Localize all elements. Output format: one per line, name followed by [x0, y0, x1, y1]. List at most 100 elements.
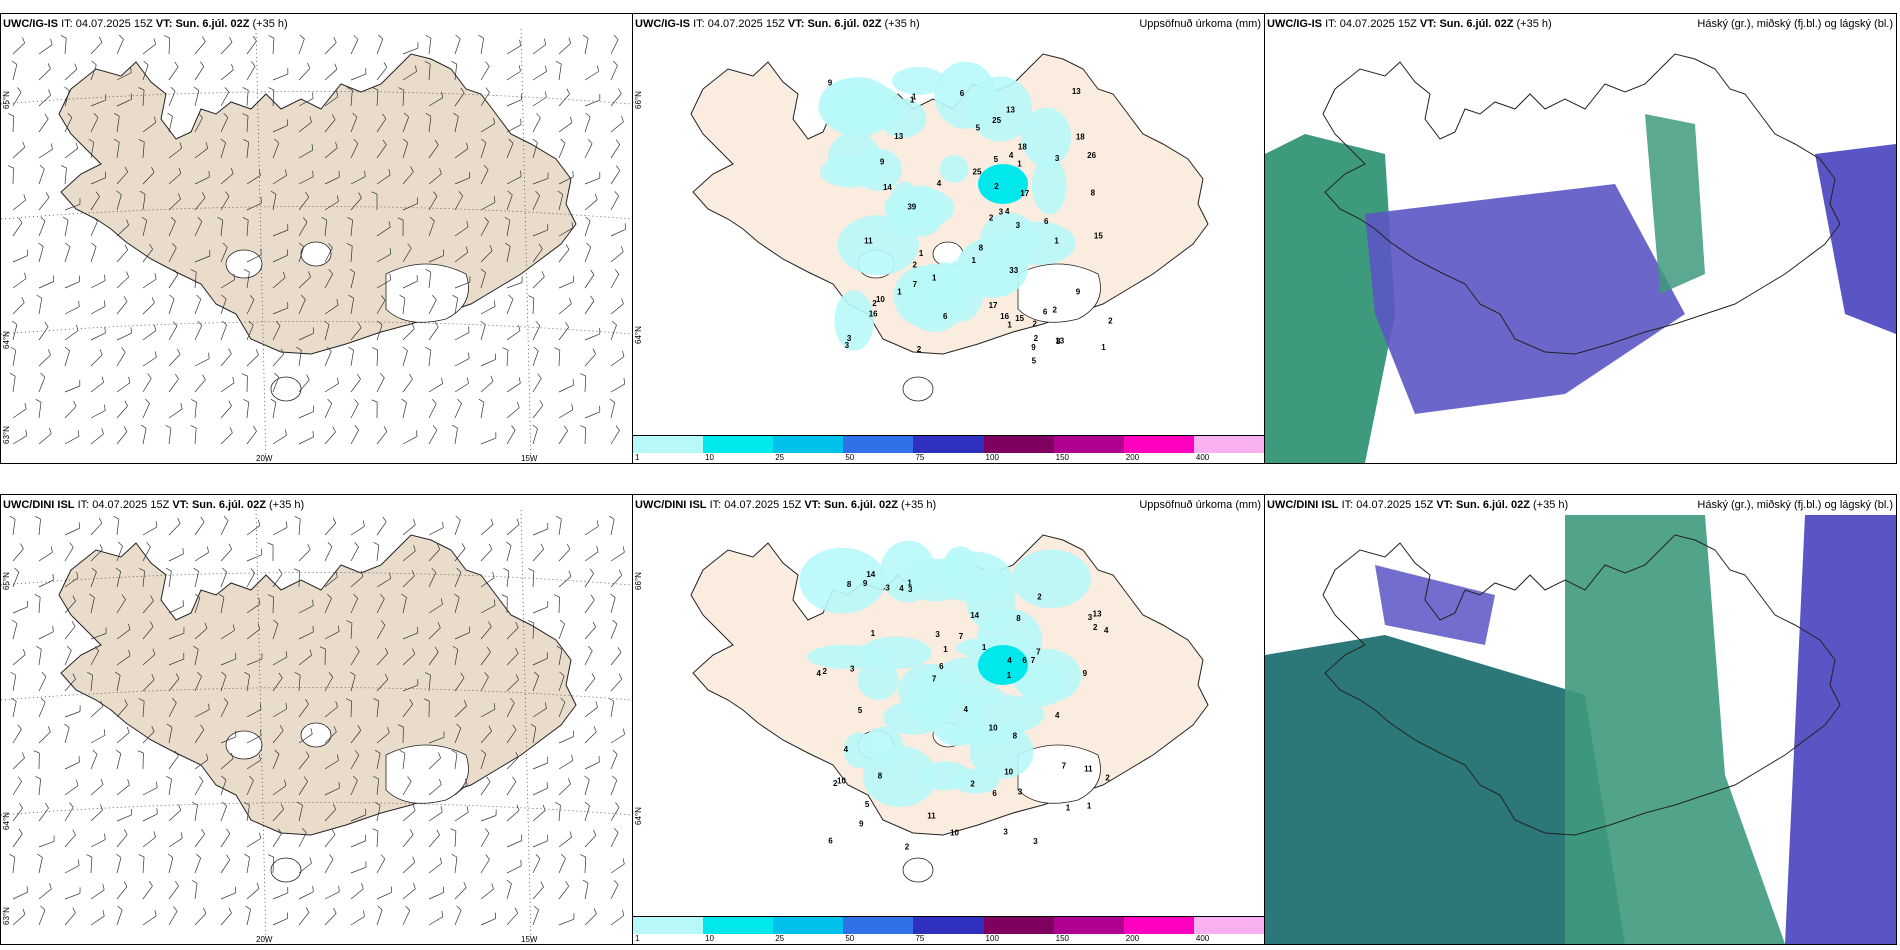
colorbar-tick-label: 1 — [635, 934, 640, 943]
wind-barb-feather — [307, 62, 311, 69]
wind-barb — [272, 708, 287, 718]
wind-barb — [168, 632, 185, 640]
wind-barb-feather — [442, 521, 444, 528]
lat-label: 64°N — [634, 326, 643, 344]
precip-value-label: 1 — [1007, 321, 1012, 330]
precip-value-label: 3 — [999, 208, 1004, 217]
wind-barb-feather — [439, 778, 442, 785]
precip-value-label: 3 — [1055, 154, 1060, 163]
wind-barb — [246, 202, 262, 211]
wind-barb — [428, 651, 439, 666]
precip-colorbar: 1 10 25 50 75 100 150 200 400 — [633, 916, 1264, 944]
wind-barb — [272, 307, 288, 315]
wind-barb-feather — [94, 646, 99, 652]
wind-barb-feather — [399, 749, 406, 754]
wind-barb-feather — [152, 648, 156, 655]
precip-value-label: 9 — [1076, 288, 1081, 297]
wind-barb-feather — [274, 138, 280, 144]
wind-barb — [402, 116, 409, 133]
wind-barb-feather — [399, 294, 406, 299]
wind-barb — [402, 328, 415, 341]
wind-barb-feather — [355, 646, 360, 652]
precip-value-label: 8 — [1056, 337, 1061, 346]
wind-barb-feather — [128, 649, 131, 656]
wind-barb-feather — [280, 348, 284, 355]
wind-barb-feather — [337, 377, 339, 384]
wind-barb-feather — [331, 114, 336, 120]
wind-barb — [168, 325, 178, 341]
wind-barb — [220, 247, 228, 263]
wind-barb — [12, 675, 17, 692]
wind-barb — [90, 597, 95, 614]
wind-barb — [64, 727, 70, 744]
wind-barb — [454, 148, 469, 159]
precip-area — [979, 212, 1038, 270]
wind-barb — [480, 753, 487, 770]
wind-barb-feather — [389, 572, 391, 579]
wind-barb-feather — [19, 802, 23, 809]
wind-barb-feather — [380, 854, 386, 860]
wind-barb-feather — [145, 398, 150, 404]
precip-value-label: 6 — [960, 89, 965, 98]
wind-barb — [298, 781, 308, 796]
wind-barb-feather — [568, 570, 572, 577]
wind-barb-feather — [461, 543, 466, 549]
wind-barb-feather — [44, 321, 49, 328]
precip-value-label: 2 — [917, 345, 922, 354]
wind-barb — [12, 571, 20, 588]
wind-barb-feather — [557, 190, 563, 195]
wind-barb-feather — [597, 65, 599, 72]
wind-barb — [142, 142, 145, 159]
precip-value-label: 13 — [1055, 336, 1064, 345]
wind-barb — [116, 116, 120, 133]
wind-barb — [558, 649, 563, 666]
wind-barb — [350, 429, 360, 445]
wind-barb — [454, 298, 459, 315]
wind-barb-feather — [520, 170, 522, 177]
wind-barb-feather — [595, 701, 598, 708]
precip-value-label: 4 — [1007, 656, 1012, 665]
wind-barb — [532, 276, 545, 289]
wind-barb — [480, 359, 496, 367]
wind-barb — [532, 528, 548, 536]
wind-barb — [402, 203, 418, 211]
wind-barb-feather — [69, 802, 74, 808]
wind-barb — [220, 324, 227, 341]
wind-barb-feather — [151, 166, 155, 173]
wind-barb — [142, 194, 146, 211]
wind-barb — [324, 69, 338, 81]
wind-barb-feather — [174, 61, 179, 68]
wind-barb — [506, 627, 519, 640]
wind-barb — [376, 226, 391, 237]
wind-barb-feather — [537, 373, 542, 379]
wind-barb-feather — [364, 170, 366, 177]
precip-map-panel-bottom: 1 6 2 2 4 3 7 5 4 9 9 6 3 7 9 4 5 14 11 7 4 8 6 10 7 8 8 2 3 13 8 3 14 3 4… — [632, 494, 1265, 945]
wind-barb — [220, 658, 236, 666]
wind-barb-feather — [439, 168, 442, 175]
wind-barb-feather — [305, 191, 310, 198]
wind-barb — [38, 354, 51, 367]
wind-barb-feather — [593, 829, 597, 836]
wind-barb-feather — [327, 541, 333, 547]
wind-barb — [168, 571, 172, 588]
wind-barb — [428, 429, 438, 445]
wind-barb-feather — [141, 216, 147, 221]
precip-area — [934, 61, 997, 129]
wind-barb — [350, 39, 359, 55]
wind-barb — [610, 734, 625, 744]
wind-barb — [324, 42, 337, 55]
wind-barb-feather — [440, 598, 443, 605]
colorbar-segment — [773, 916, 845, 934]
wind-barb — [506, 729, 517, 744]
wind-barb — [324, 273, 333, 289]
wind-barb — [532, 229, 548, 237]
wind-barb — [220, 597, 225, 614]
wind-barb — [116, 382, 131, 393]
wind-barb-feather — [203, 907, 207, 914]
precip-value-label: 1 — [1017, 160, 1022, 169]
wind-barb-feather — [177, 193, 181, 200]
wind-barb — [298, 38, 305, 55]
wind-barb-feather — [402, 138, 409, 144]
wind-barb-feather — [259, 832, 261, 839]
